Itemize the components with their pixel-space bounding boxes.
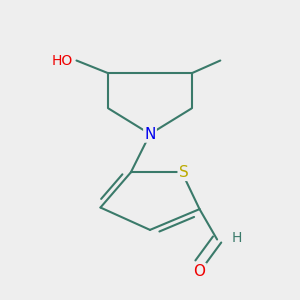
Text: S: S	[179, 165, 188, 180]
Text: O: O	[194, 264, 206, 279]
Text: HO: HO	[52, 53, 73, 68]
Text: H: H	[232, 231, 242, 245]
Text: N: N	[144, 127, 156, 142]
